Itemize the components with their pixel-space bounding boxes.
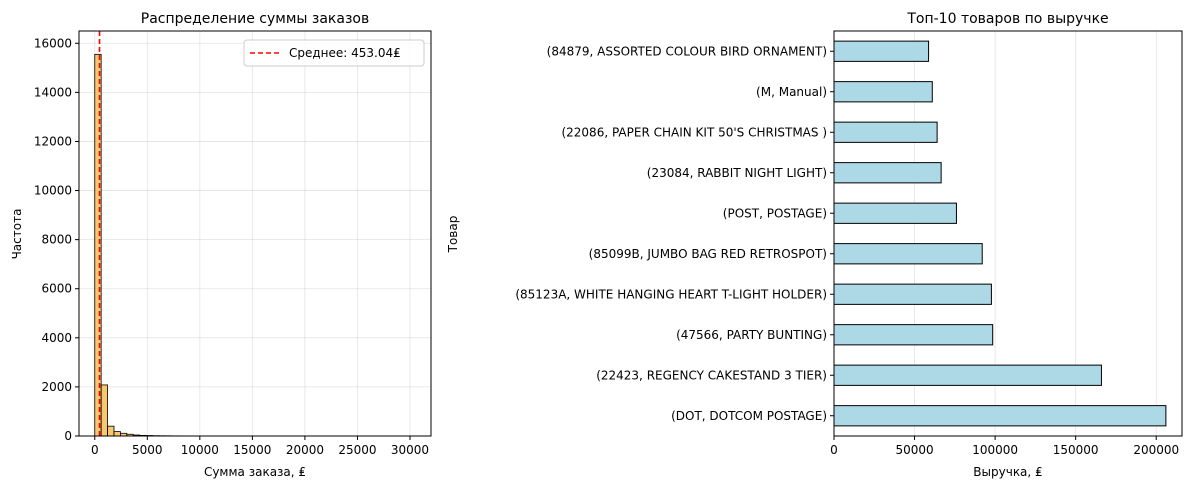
y-tick-label: 14000 [34,85,72,99]
category-label: (84879, ASSORTED COLOUR BIRD ORNAMENT) [547,44,827,58]
histogram-bar [107,425,115,437]
revenue-bar [833,121,938,143]
category-label: (85099B, JUMBO BAG RED RETROSPOT) [589,247,827,261]
revenue-bar [833,243,983,265]
revenue-bar [833,162,942,184]
x-tick-label: 30000 [391,443,429,457]
revenue-bar [833,405,1167,427]
x-tick-label: 100000 [972,443,1018,457]
top10-y-ticks: (DOT, DOTCOM POSTAGE) (22423, REGENCY CAK… [515,44,834,423]
x-tick-label: 10000 [181,443,219,457]
legend-mean-label: Среднее: 453.04₤ [289,46,401,60]
histogram-chart: Распределение суммы заказов 0 5000 10000 15… [10,11,432,479]
y-tick-label: 16000 [34,36,72,50]
revenue-bar [833,364,1102,386]
histogram-x-label: Сумма заказа, ₤ [204,465,306,479]
top10-plot-frame [833,30,1183,437]
top10-x-label: Выручка, ₤ [973,465,1042,479]
histogram-grid [79,31,431,437]
y-tick-label: 6000 [41,282,72,296]
category-label: (47566, PARTY BUNTING) [676,328,827,342]
histogram-bar [113,431,121,437]
histogram-bars [94,53,249,437]
category-label: (22423, REGENCY CAKESTAND 3 TIER) [596,368,827,382]
revenue-bar [833,202,957,224]
top10-y-label: Товар [446,216,460,254]
category-label: (22086, PAPER CHAIN KIT 50'S CHRISTMAS ) [561,125,827,139]
x-tick-label: 25000 [338,443,376,457]
category-label: (DOT, DOTCOM POSTAGE) [671,409,827,423]
top10-title: Топ-10 товаров по выручке [906,11,1108,27]
y-tick-label: 2000 [41,380,72,394]
x-tick-label: 0 [830,443,838,457]
y-tick-label: 10000 [34,184,72,198]
x-tick-label: 0 [91,443,99,457]
top10-x-ticks: 0 50000 100000 150000 200000 [830,436,1179,457]
legend-box [243,39,425,67]
x-tick-label: 50000 [895,443,933,457]
histogram-plot-frame [78,30,432,437]
category-label: (POST, POSTAGE) [723,206,827,220]
revenue-bar [833,40,930,62]
revenue-bar [833,283,992,305]
x-tick-label: 20000 [286,443,324,457]
histogram-bar [100,384,108,437]
histogram-title: Распределение суммы заказов [141,11,369,27]
y-tick-label: 12000 [34,134,72,148]
revenue-bar [833,324,994,346]
histogram-legend: Среднее: 453.04₤ [243,39,425,67]
y-tick-label: 8000 [41,233,72,247]
histogram-y-ticks: 0 2000 4000 6000 8000 10000 12000 14000 16000 [34,36,79,443]
x-tick-label: 200000 [1133,443,1179,457]
histogram-x-ticks: 0 5000 10000 15000 20000 25000 30000 [91,436,429,457]
top10-revenue-chart: Топ-10 товаров по выручке 0 50000 100000 15… [446,11,1183,479]
category-label: (85123A, WHITE HANGING HEART T-LIGHT HOL… [515,287,827,301]
x-tick-label: 150000 [1053,443,1099,457]
top10-bars [833,40,1167,427]
y-tick-label: 0 [64,429,72,443]
x-tick-label: 5000 [132,443,163,457]
category-label: (23084, RABBIT NIGHT LIGHT) [647,166,827,180]
y-tick-label: 4000 [41,331,72,345]
x-tick-label: 15000 [233,443,271,457]
histogram-y-label: Частота [10,209,24,260]
revenue-bar [833,81,933,103]
category-label: (M, Manual) [756,85,827,99]
